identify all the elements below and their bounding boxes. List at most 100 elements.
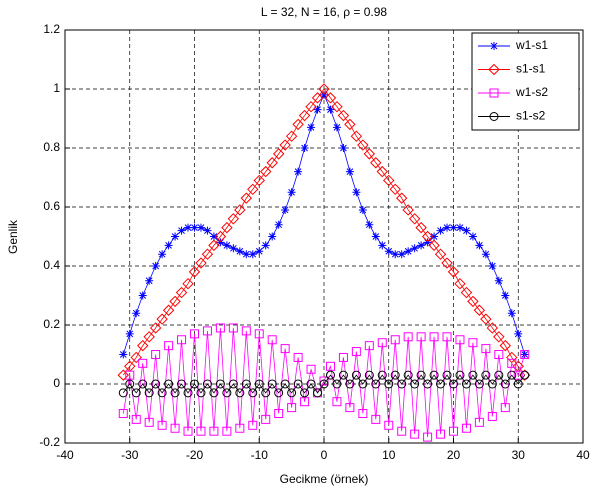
marker bbox=[201, 248, 214, 260]
marker bbox=[313, 105, 322, 114]
series-line bbox=[122, 327, 526, 438]
marker bbox=[428, 239, 440, 252]
marker bbox=[175, 286, 188, 299]
marker bbox=[468, 338, 478, 348]
marker bbox=[473, 304, 486, 316]
marker bbox=[487, 379, 497, 389]
marker bbox=[149, 322, 162, 334]
marker bbox=[481, 344, 491, 354]
marker bbox=[363, 148, 376, 160]
marker bbox=[222, 241, 231, 250]
marker bbox=[417, 241, 426, 250]
marker bbox=[454, 277, 466, 290]
marker bbox=[131, 388, 141, 398]
marker bbox=[117, 369, 129, 381]
marker bbox=[513, 379, 523, 389]
marker bbox=[293, 379, 303, 389]
marker bbox=[293, 352, 303, 362]
marker bbox=[209, 232, 218, 241]
marker bbox=[326, 105, 335, 114]
marker bbox=[332, 379, 342, 389]
marker bbox=[280, 344, 290, 354]
marker bbox=[202, 379, 212, 389]
marker bbox=[500, 403, 510, 413]
marker bbox=[365, 220, 374, 229]
marker bbox=[313, 388, 323, 398]
marker bbox=[410, 429, 420, 439]
marker bbox=[235, 247, 244, 256]
marker bbox=[324, 92, 337, 104]
marker bbox=[319, 379, 329, 389]
marker bbox=[494, 350, 504, 359]
marker bbox=[351, 370, 361, 380]
marker bbox=[488, 262, 497, 270]
marker bbox=[371, 232, 380, 241]
marker bbox=[358, 379, 368, 389]
marker bbox=[352, 188, 361, 197]
marker bbox=[350, 130, 363, 142]
marker bbox=[338, 352, 348, 362]
marker bbox=[449, 379, 458, 389]
marker bbox=[143, 331, 155, 343]
marker bbox=[254, 379, 264, 389]
marker bbox=[403, 332, 413, 342]
marker bbox=[305, 100, 317, 113]
marker bbox=[507, 358, 517, 368]
marker bbox=[248, 250, 257, 259]
marker bbox=[266, 157, 278, 169]
marker bbox=[274, 388, 284, 398]
marker bbox=[423, 379, 433, 389]
marker bbox=[248, 388, 258, 398]
marker bbox=[196, 388, 206, 398]
x-tick-label: -10 bbox=[251, 448, 269, 462]
marker bbox=[397, 379, 407, 389]
plot-frame bbox=[64, 29, 584, 444]
marker bbox=[449, 426, 458, 436]
marker bbox=[184, 223, 193, 232]
marker bbox=[351, 347, 361, 357]
legend-marker bbox=[489, 88, 499, 98]
y-tick-label: 0.2 bbox=[43, 317, 60, 331]
marker bbox=[358, 205, 367, 214]
marker bbox=[300, 144, 309, 152]
marker bbox=[170, 423, 180, 433]
marker bbox=[370, 157, 382, 169]
marker bbox=[281, 205, 290, 214]
marker bbox=[486, 322, 499, 334]
marker bbox=[384, 420, 394, 430]
marker bbox=[384, 379, 394, 389]
marker bbox=[241, 379, 251, 389]
marker bbox=[410, 244, 419, 253]
legend-label: s1-s1 bbox=[516, 62, 546, 76]
marker bbox=[268, 232, 277, 241]
marker bbox=[402, 204, 414, 216]
marker bbox=[287, 188, 296, 197]
x-tick-label: -40 bbox=[56, 448, 74, 462]
marker bbox=[130, 351, 142, 364]
marker bbox=[377, 338, 387, 348]
marker bbox=[318, 83, 330, 95]
marker bbox=[260, 165, 272, 178]
marker bbox=[461, 379, 471, 389]
marker bbox=[507, 309, 516, 318]
legend-label: w1-s2 bbox=[515, 85, 548, 99]
marker bbox=[499, 339, 512, 352]
marker bbox=[443, 223, 452, 232]
marker bbox=[455, 335, 465, 345]
marker bbox=[144, 417, 154, 427]
marker bbox=[229, 244, 238, 253]
marker bbox=[449, 223, 458, 232]
marker bbox=[319, 376, 329, 386]
marker bbox=[292, 118, 304, 131]
marker bbox=[436, 226, 445, 235]
marker bbox=[434, 248, 447, 260]
marker bbox=[196, 426, 206, 436]
marker bbox=[455, 370, 465, 380]
marker bbox=[345, 379, 355, 389]
marker bbox=[151, 262, 160, 270]
marker bbox=[357, 139, 369, 151]
marker bbox=[145, 276, 154, 285]
marker bbox=[222, 426, 232, 436]
marker bbox=[332, 123, 341, 132]
marker bbox=[481, 250, 490, 259]
